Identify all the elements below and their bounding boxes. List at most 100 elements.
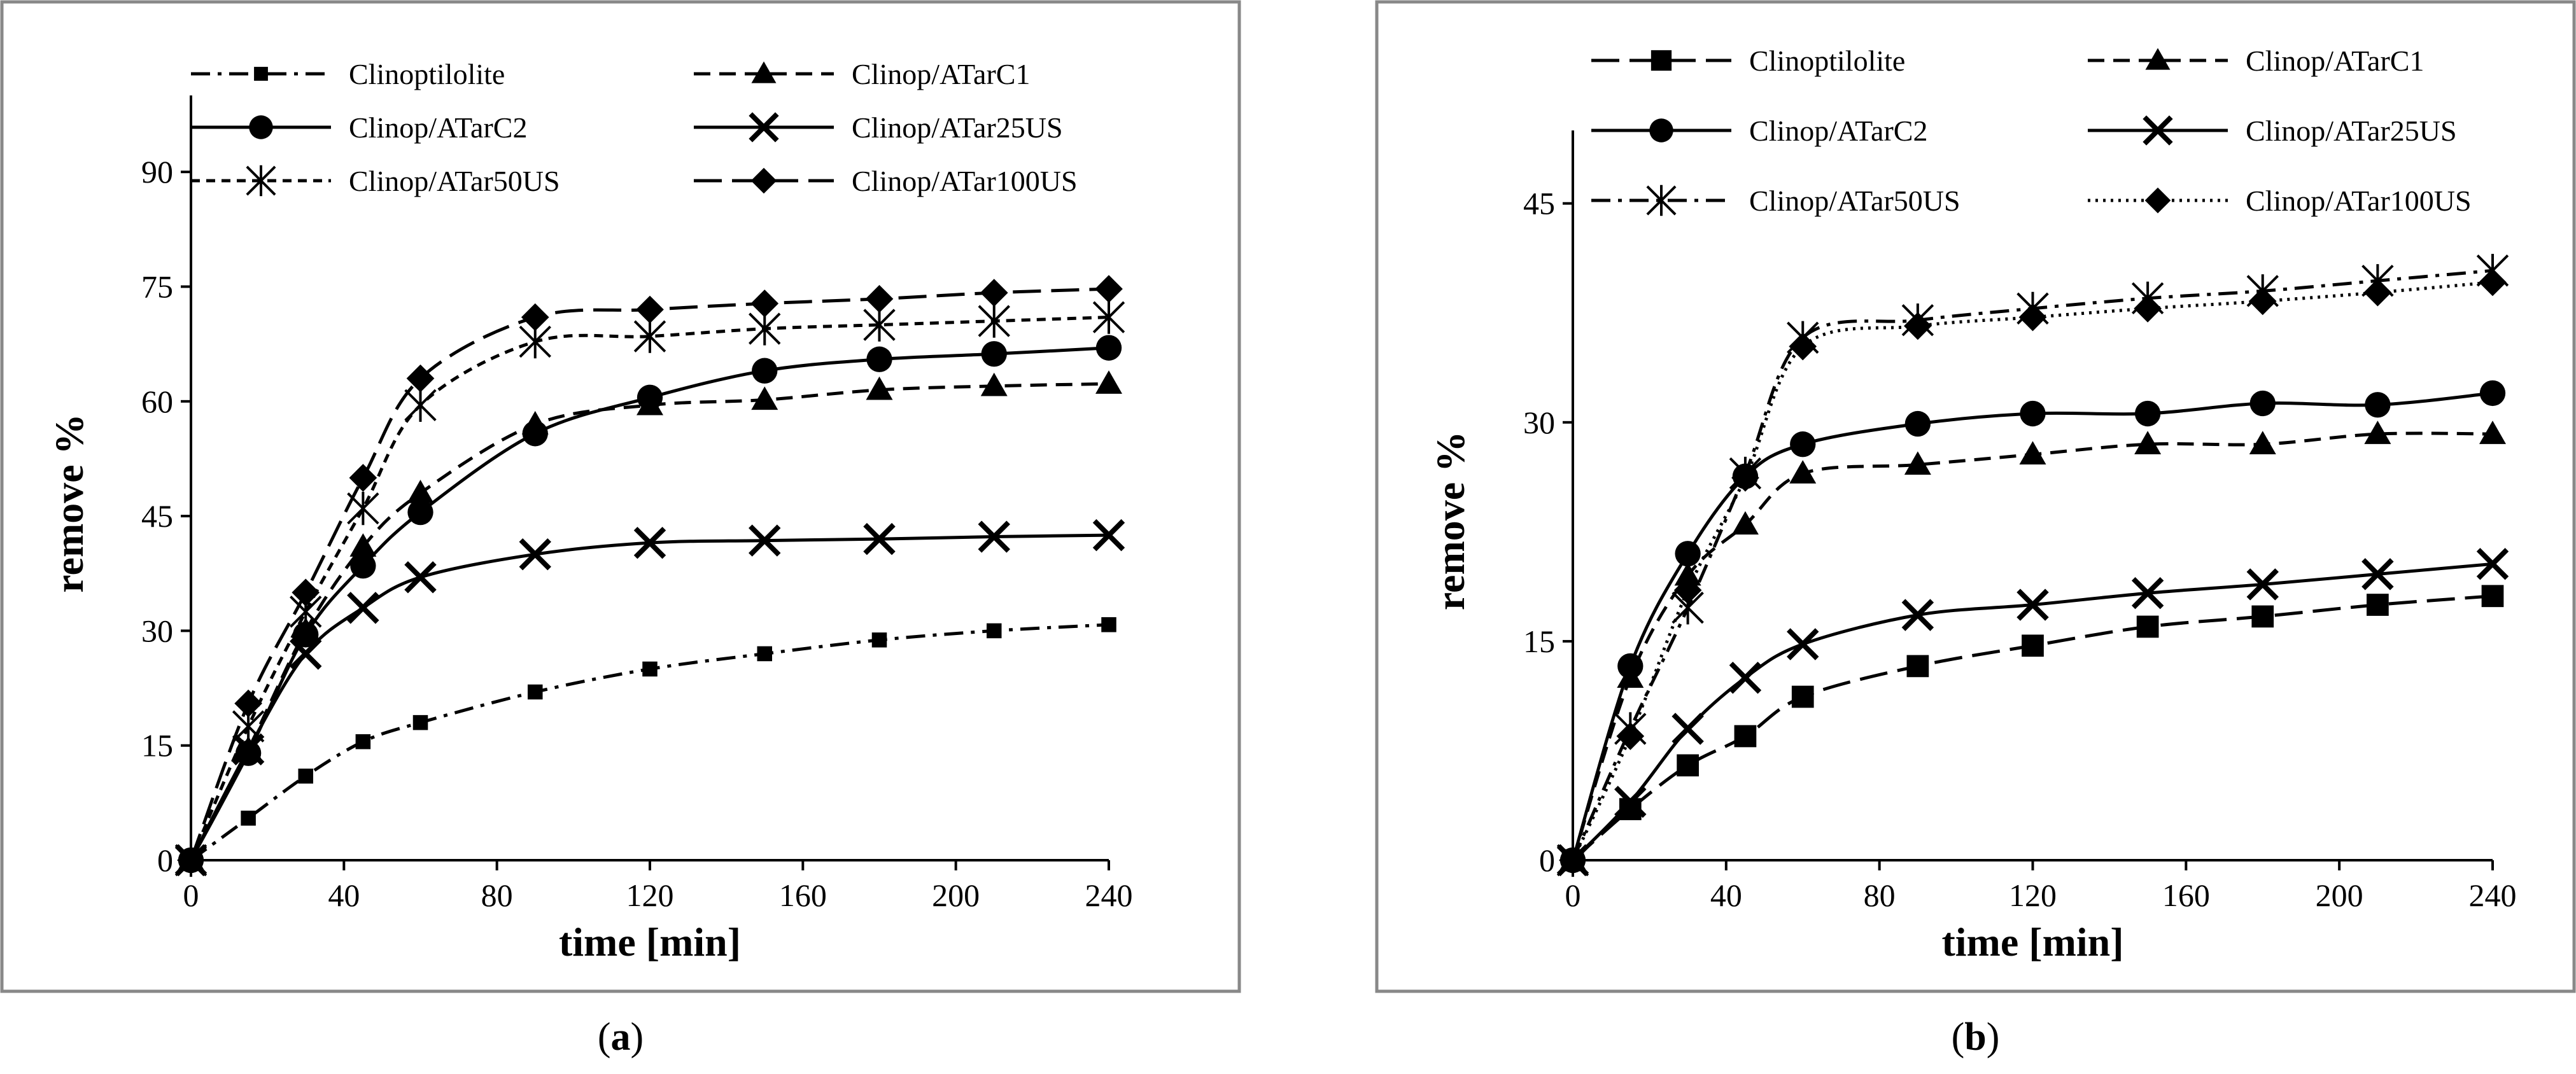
data-point — [355, 734, 371, 750]
x-tick-label: 160 — [2162, 877, 2210, 913]
legend-marker — [249, 115, 273, 139]
legend-marker — [1649, 118, 1673, 143]
data-point — [2364, 421, 2391, 444]
data-point — [1101, 617, 1116, 632]
data-point — [521, 303, 549, 331]
legend-label: Clinop/ATarC2 — [1749, 115, 1927, 147]
data-point — [519, 538, 551, 571]
data-point — [2479, 268, 2507, 296]
data-point — [2249, 431, 2276, 454]
y-tick-label: 45 — [141, 498, 173, 534]
data-point — [1904, 312, 1932, 340]
data-point — [2134, 400, 2161, 427]
x-axis-title: time [min] — [1941, 919, 2123, 965]
data-point — [2016, 589, 2049, 621]
y-tick-label: 15 — [141, 728, 173, 764]
data-point — [752, 358, 778, 384]
data-point — [751, 386, 778, 410]
legend-label: Clinop/ATarC2 — [349, 111, 527, 144]
data-point — [980, 372, 1008, 396]
legend-label: Clinoptilolite — [1749, 45, 1905, 77]
series-line — [189, 346, 1109, 861]
legend-label: Clinop/ATarC1 — [2246, 45, 2424, 77]
legend-label: Clinop/ATarC1 — [852, 58, 1030, 90]
y-tick-label: 30 — [141, 613, 173, 648]
data-point — [2363, 278, 2392, 307]
data-point — [1904, 451, 1931, 475]
series-clinop-atarc1 — [178, 370, 1122, 870]
legend-marker — [1646, 185, 1677, 216]
legend-marker — [749, 112, 779, 143]
data-point — [292, 578, 320, 607]
data-point — [2476, 548, 2509, 580]
data-point — [1731, 511, 1759, 535]
data-point — [347, 592, 379, 624]
chart-b: 0 15 30 45 0 40 80 120 160 200 240 time [min] remove… — [1375, 0, 2576, 993]
data-point — [407, 480, 434, 503]
caption-b-letter: b — [1964, 1015, 1987, 1059]
data-point — [2248, 287, 2277, 316]
y-tick-label: 90 — [141, 154, 173, 190]
x-tick-label: 120 — [626, 877, 674, 913]
data-point — [1734, 725, 1757, 748]
x-tick-label: 40 — [1710, 877, 1742, 913]
data-point — [290, 638, 322, 670]
data-point — [636, 295, 664, 324]
y-axis-title: remove % — [46, 414, 92, 592]
x-tick-label: 0 — [183, 877, 199, 913]
legend-item: Clinop/ATar100US — [694, 165, 1078, 197]
y-tick-label: 30 — [1523, 405, 1555, 440]
legend-item: Clinop/ATarC2 — [1591, 115, 1927, 147]
y-tick-label: 15 — [1523, 624, 1555, 659]
data-point — [1674, 562, 1701, 586]
chart-frame — [0, 0, 1241, 993]
legend-label: Clinoptilolite — [349, 58, 505, 90]
data-point — [863, 522, 896, 555]
legend-label: Clinop/ATar50US — [349, 165, 560, 197]
data-point — [234, 689, 262, 718]
chart-frame — [1375, 0, 2576, 993]
data-point — [1559, 846, 1587, 874]
data-point — [1906, 655, 1929, 678]
data-point — [863, 308, 896, 342]
legend-label: Clinop/ATar100US — [2246, 185, 2472, 217]
data-point — [1092, 519, 1125, 552]
data-point — [986, 623, 1002, 639]
data-point — [177, 846, 205, 874]
data-point — [866, 376, 893, 400]
x-tick-label: 240 — [1085, 877, 1133, 913]
data-point — [978, 304, 1010, 338]
legend-item: Clinoptilolite — [191, 58, 505, 90]
data-point — [633, 526, 666, 559]
data-point — [527, 684, 543, 700]
legend-item: Clinoptilolite — [1591, 45, 1905, 77]
x-tick-label: 240 — [2469, 877, 2517, 913]
data-point — [1787, 628, 1819, 660]
caption-a: (a) — [597, 1015, 644, 1059]
data-point — [2020, 400, 2046, 427]
data-point — [637, 384, 663, 410]
data-point — [241, 811, 256, 826]
data-point — [2249, 390, 2276, 417]
data-point — [1616, 722, 1645, 750]
data-point — [2365, 392, 2391, 418]
legend-label: Clinop/ATar100US — [852, 165, 1078, 197]
data-point — [2361, 558, 2394, 590]
data-point — [749, 524, 781, 557]
figure-a: 0 15 30 45 60 75 90 0 40 80 120 160 200 240 time [min]… — [0, 0, 1241, 1059]
data-point — [1791, 685, 1814, 708]
data-point — [407, 499, 433, 526]
legend-marker — [246, 165, 276, 197]
legend-item: Clinop/ATar50US — [191, 165, 560, 197]
series-clinoptilolite — [183, 617, 1116, 868]
series-clinop-atar50us — [174, 300, 1125, 877]
legend-item: Clinop/ATarC1 — [694, 58, 1030, 90]
legend-label: Clinop/ATar50US — [1749, 185, 1960, 217]
data-point — [865, 284, 894, 313]
series-clinop-atar25us — [1556, 548, 2509, 877]
data-point — [350, 553, 376, 579]
data-point — [750, 289, 779, 317]
data-point — [2022, 634, 2044, 657]
data-point — [633, 319, 666, 353]
legend-marker — [2145, 48, 2171, 70]
